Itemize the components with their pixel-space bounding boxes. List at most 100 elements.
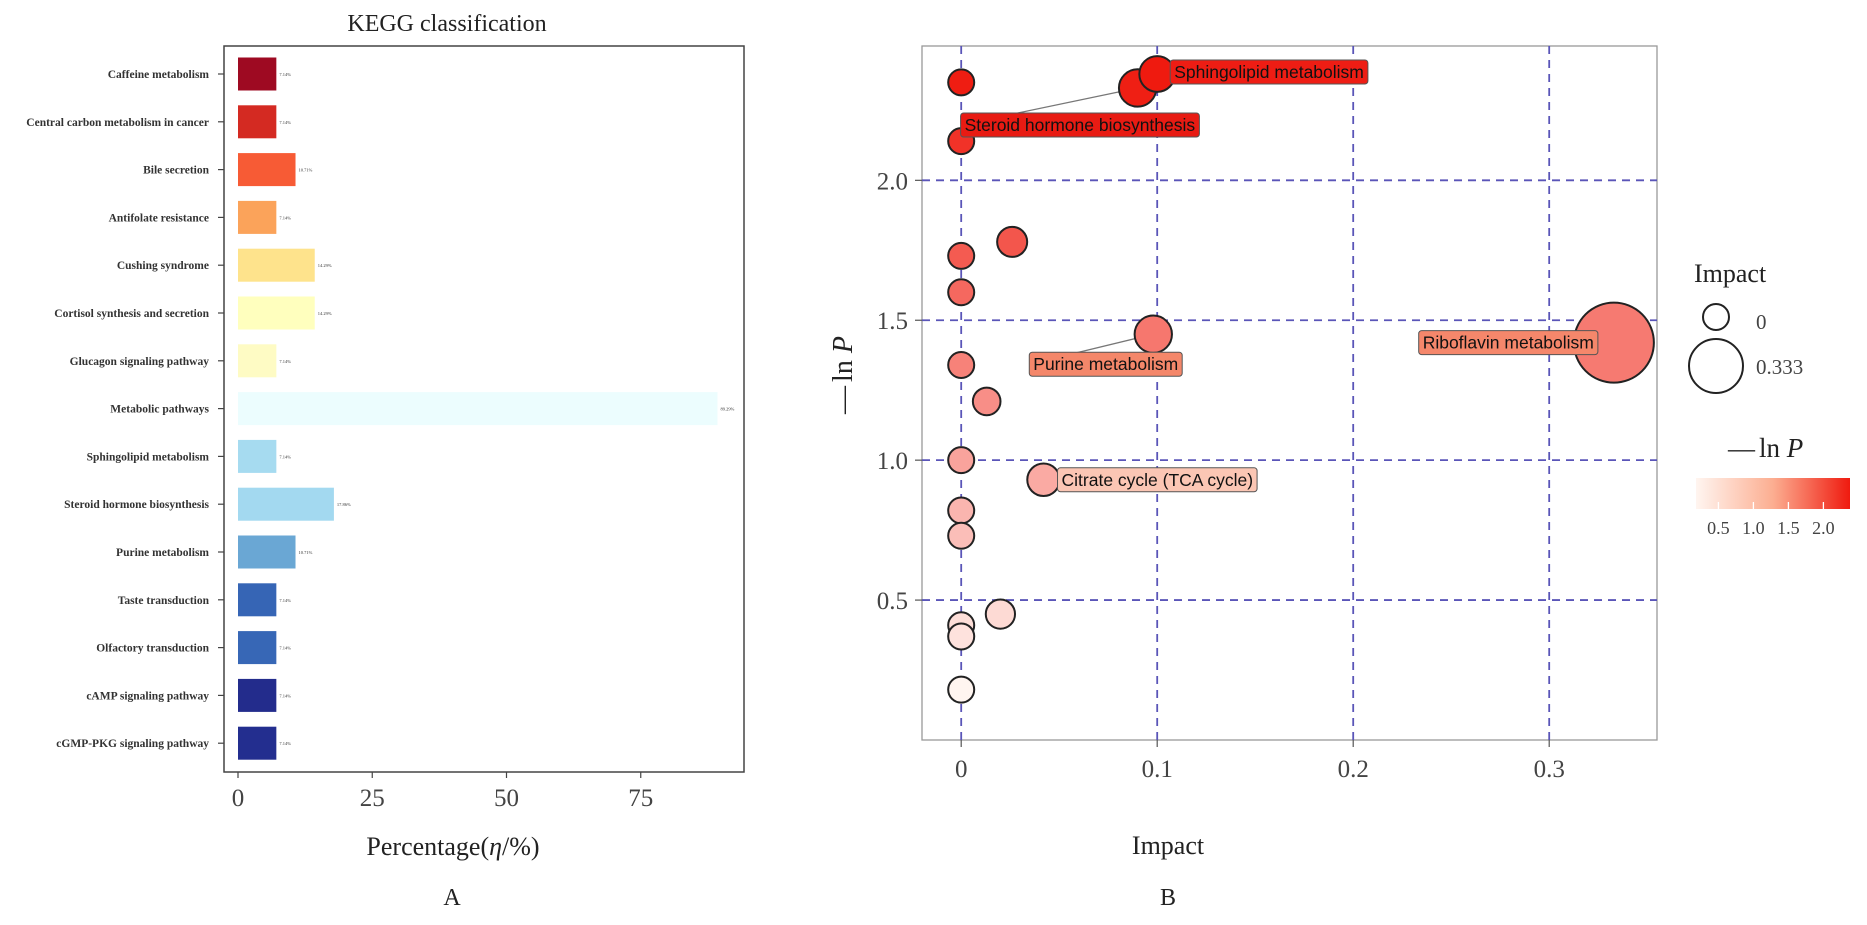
bar-category-label-central-carbon-metabolism-in-cancer: Central carbon metabolism in cancer xyxy=(26,117,209,129)
bubble-y-axis-title: — ln P xyxy=(828,336,859,415)
bar-x-axis-title-symbol: η xyxy=(489,832,502,861)
bar-purine-metabolism xyxy=(238,535,296,569)
bubble-label-steroid-hormone-biosynthesis: Steroid hormone biosynthesis xyxy=(965,115,1196,135)
bar-cgmp-pkg-signaling-pathway xyxy=(238,726,277,760)
bar-value-label-olfactory-transduction: 7.14% xyxy=(279,646,291,651)
bubble-y-axis-title-symbol: P xyxy=(828,336,859,354)
bubble-label-boxes: Sphingolipid metabolism Steroid hormone b… xyxy=(960,59,1599,493)
color-legend-title-symbol: P xyxy=(1786,433,1804,463)
bubble-label-purine-metabolism: Purine metabolism xyxy=(1033,354,1178,374)
bar-category-label-cgmp-pkg-signaling-pathway: cGMP-PKG signaling pathway xyxy=(56,738,209,750)
bar-value-label-purine-metabolism: 10.71% xyxy=(299,550,313,555)
size-legend-small-label: 0 xyxy=(1756,310,1767,334)
bubble-x-axis-title: Impact xyxy=(1132,831,1205,860)
bar-value-label-antifolate-resistance: 7.14% xyxy=(279,215,291,220)
bubble-label-box-riboflavin-metabolism xyxy=(1418,330,1599,356)
bar-x-tick-label: 75 xyxy=(628,785,653,812)
bar-category-label-glucagon-signaling-pathway: Glucagon signaling pathway xyxy=(70,356,210,368)
bubble-point xyxy=(971,386,1002,417)
bubble-label-box-citrate-cycle-tca-cycle xyxy=(1057,467,1258,493)
color-legend-tick-label: 2.0 xyxy=(1812,518,1835,538)
bubble-point xyxy=(947,351,976,380)
bubble-y-tick-label: 1.0 xyxy=(877,448,908,475)
bubble-y-tick-label: 1.5 xyxy=(877,308,908,335)
color-legend-bar xyxy=(1696,478,1850,509)
bar-value-label-camp-signaling-pathway: 7.14% xyxy=(279,693,291,698)
bar-category-label-taste-transduction: Taste transduction xyxy=(118,595,210,607)
bar-x-axis-title-prefix: Percentage( xyxy=(366,832,489,861)
bubble-x-tick-label: 0.3 xyxy=(1534,756,1565,783)
bar-x-axis: 0 25 50 75 xyxy=(232,772,653,812)
bubble-purine-metabolism xyxy=(1133,314,1173,354)
bubble-x-axis: 0 0.1 0.2 0.3 xyxy=(955,740,1565,783)
bar-value-label-cgmp-pkg-signaling-pathway: 7.14% xyxy=(279,741,291,746)
bubble-citrate-cycle-tca-cycle xyxy=(1026,462,1061,497)
bar-antifolate-resistance xyxy=(238,200,277,234)
bar-category-label-antifolate-resistance: Antifolate resistance xyxy=(109,212,209,224)
bubble-point xyxy=(947,278,976,307)
bubble-x-tick-label: 0.1 xyxy=(1142,756,1173,783)
bubble-label-box-purine-metabolism xyxy=(1028,351,1183,377)
bar-category-label-bile-secretion: Bile secretion xyxy=(143,165,209,177)
panel-label-b: B xyxy=(1160,885,1176,911)
size-legend: Impact 0 0.333 xyxy=(1688,259,1803,394)
bar-category-label-sphingolipid-metabolism: Sphingolipid metabolism xyxy=(87,451,210,463)
bar-value-label-glucagon-signaling-pathway: 7.14% xyxy=(279,359,291,364)
bar-value-label-steroid-hormone-biosynthesis: 17.86% xyxy=(337,502,351,507)
color-legend-title-dash: — xyxy=(1727,433,1756,463)
color-legend-title-ln: ln xyxy=(1759,433,1787,463)
bar-bile-secretion xyxy=(238,153,296,187)
bubble-label-box-sphingolipid-metabolism xyxy=(1169,59,1369,85)
bar-category-label-steroid-hormone-biosynthesis: Steroid hormone biosynthesis xyxy=(64,499,209,511)
bar-value-label-cortisol-synthesis-and-secretion: 14.29% xyxy=(318,311,332,316)
bar-category-label-cortisol-synthesis-and-secretion: Cortisol synthesis and secretion xyxy=(54,308,209,320)
bar-value-label-taste-transduction: 7.14% xyxy=(279,598,291,603)
bar-value-label-cushing-syndrome: 14.29% xyxy=(318,263,332,268)
bar-steroid-hormone-biosynthesis xyxy=(238,487,334,521)
bar-value-label-caffeine-metabolism: 7.14% xyxy=(279,72,291,77)
bubble-x-tick-label: 0 xyxy=(955,756,968,783)
bar-sphingolipid-metabolism xyxy=(238,439,277,473)
bubble-label-sphingolipid-metabolism: Sphingolipid metabolism xyxy=(1174,62,1364,82)
bar-category-label-caffeine-metabolism: Caffeine metabolism xyxy=(108,69,210,81)
bar-central-carbon-metabolism-in-cancer xyxy=(238,105,277,139)
bubble-y-axis: 0.5 1.0 1.5 2.0 xyxy=(877,168,922,615)
color-legend-tick-label: 0.5 xyxy=(1707,518,1730,538)
bar-caffeine-metabolism xyxy=(238,57,277,91)
bubble-plot-frame xyxy=(921,45,1658,741)
bar-metabolic-pathways xyxy=(238,392,718,426)
bubble-y-tick-label: 0.5 xyxy=(877,588,908,615)
bar-chart-title: KEGG classification xyxy=(347,11,546,37)
bar-camp-signaling-pathway xyxy=(238,678,277,712)
bar-category-label-camp-signaling-pathway: cAMP signaling pathway xyxy=(86,690,209,702)
bar-value-label-central-carbon-metabolism-in-cancer: 7.14% xyxy=(279,120,291,125)
bar-category-label-olfactory-transduction: Olfactory transduction xyxy=(96,643,209,655)
size-legend-large-circle xyxy=(1688,338,1744,394)
bar-category-label-purine-metabolism: Purine metabolism xyxy=(116,547,209,559)
bar-glucagon-signaling-pathway xyxy=(238,344,277,378)
panel-a-bar-chart: KEGG classification 7.14% Caffeine metabo… xyxy=(26,11,745,911)
bubble-x-tick-label: 0.2 xyxy=(1338,756,1369,783)
bar-x-tick-label: 25 xyxy=(360,785,385,812)
bar-value-label-metabolic-pathways: 89.29% xyxy=(720,407,734,412)
color-legend-title: — ln P xyxy=(1727,433,1803,463)
bubble-label-citrate-cycle-tca-cycle: Citrate cycle (TCA cycle) xyxy=(1062,470,1254,490)
bubble-point xyxy=(947,446,976,475)
bubble-label-riboflavin-metabolism: Riboflavin metabolism xyxy=(1423,333,1594,353)
bubble-y-axis-title-dash: — xyxy=(828,385,859,415)
color-legend-tick-label: 1.5 xyxy=(1777,518,1800,538)
bar-x-axis-title-suffix: /%) xyxy=(502,832,540,861)
bubble-point xyxy=(996,225,1029,258)
bar-category-label-cushing-syndrome: Cushing syndrome xyxy=(117,260,209,272)
size-legend-small-circle xyxy=(1702,303,1730,331)
bar-x-tick-label: 0 xyxy=(232,785,245,812)
bubble-y-axis-title-ln: ln xyxy=(828,353,859,382)
color-legend-ticks: 0.5 1.0 1.5 2.0 xyxy=(1707,502,1835,538)
bar-series: 7.14% Caffeine metabolism 7.14% Central car… xyxy=(26,57,735,760)
bar-x-tick-label: 50 xyxy=(494,785,519,812)
bubble-y-tick-label: 2.0 xyxy=(877,168,908,195)
color-legend: — ln P 0.5 1.0 1.5 2.0 xyxy=(1696,433,1850,538)
size-legend-title: Impact xyxy=(1694,259,1767,288)
bubble-point xyxy=(947,675,976,704)
